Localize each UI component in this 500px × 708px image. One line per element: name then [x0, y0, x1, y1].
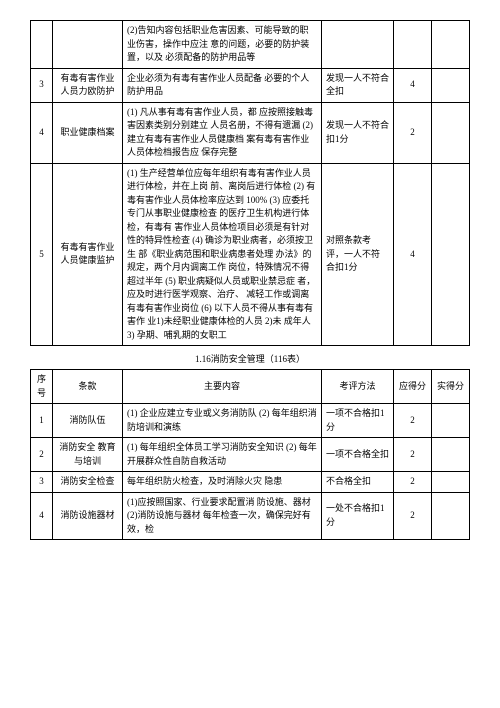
cell-item: 有毒有害作业人员力欧防护	[53, 68, 123, 102]
cell-idx: 1	[31, 404, 53, 438]
cell-score2	[432, 21, 470, 69]
cell-score1: 4	[394, 68, 432, 102]
cell-score1: 2	[394, 102, 432, 163]
cell-content: 每年组织防火检查，及时消除火灾 隐患	[123, 472, 322, 493]
cell-idx: 5	[31, 163, 53, 346]
table-row: 2 消防安全 教育与培训 (1) 每年组织全体员工学习消防安全知识 (2) 每年…	[31, 438, 470, 472]
header-item: 条款	[53, 370, 123, 404]
table-occupational-health: (2)告知内容包括职业危害因素、可能导致的职业伤害，操作中应注 意的问题，必要的…	[30, 20, 470, 346]
cell-score2	[432, 102, 470, 163]
table1-body: (2)告知内容包括职业危害因素、可能导致的职业伤害，操作中应注 意的问题，必要的…	[31, 21, 470, 346]
table-header-row: 序号 条款 主要内容 考评方法 应得分 实得分	[31, 370, 470, 404]
cell-item: 消防安全检查	[53, 472, 123, 493]
cell-item: 消防安全 教育与培训	[53, 438, 123, 472]
cell-method: 不合格全扣	[322, 472, 394, 493]
cell-score2	[432, 163, 470, 346]
cell-score1: 2	[394, 438, 432, 472]
cell-idx: 3	[31, 68, 53, 102]
cell-idx	[31, 21, 53, 69]
cell-method	[322, 21, 394, 69]
header-idx: 序号	[31, 370, 53, 404]
cell-score1	[394, 21, 432, 69]
cell-idx: 4	[31, 102, 53, 163]
cell-content: (1)应按照国家、行业要求配置消 防设施、器材(2)消防设施与器材 每年检查一次…	[123, 492, 322, 540]
cell-content: (2)告知内容包括职业危害因素、可能导致的职业伤害，操作中应注 意的问题，必要的…	[123, 21, 322, 69]
cell-content: (1) 生产经营单位应每年组织有毒有害作业人员进行体检，并在上岗 前、离岗后进行…	[123, 163, 322, 346]
cell-score1: 4	[394, 163, 432, 346]
cell-item: 职业健康档案	[53, 102, 123, 163]
cell-content: 企业必须为有毒有害作业人员配备 必要的个人防护用品	[123, 68, 322, 102]
cell-content: (1) 凡从事有毒有害作业人员，都 应按照接触毒害因素类别分别建立 人员名册，不…	[123, 102, 322, 163]
cell-method: 一处不合格扣1分	[322, 492, 394, 540]
cell-idx: 3	[31, 472, 53, 493]
cell-item: 有毒有害作业人员健康监护	[53, 163, 123, 346]
table-row: 4 职业健康档案 (1) 凡从事有毒有害作业人员，都 应按照接触毒害因素类别分别…	[31, 102, 470, 163]
cell-method: 发现一人不符合扣1分	[322, 102, 394, 163]
cell-score2	[432, 492, 470, 540]
header-score1: 应得分	[394, 370, 432, 404]
cell-idx: 4	[31, 492, 53, 540]
cell-score1: 2	[394, 404, 432, 438]
table-row: (2)告知内容包括职业危害因素、可能导致的职业伤害，操作中应注 意的问题，必要的…	[31, 21, 470, 69]
cell-score2	[432, 404, 470, 438]
cell-method: 一项不合格扣1分	[322, 404, 394, 438]
cell-item: 消防队伍	[53, 404, 123, 438]
cell-item: 消防设施器材	[53, 492, 123, 540]
header-score2: 实得分	[432, 370, 470, 404]
section-title: 1.16消防安全管理（116表）	[30, 352, 470, 365]
table-row: 1 消防队伍 (1) 企业应建立专业或义务消防队 (2) 每年组织消防培训和演练…	[31, 404, 470, 438]
table2-body: 1 消防队伍 (1) 企业应建立专业或义务消防队 (2) 每年组织消防培训和演练…	[31, 404, 470, 540]
table-fire-safety: 序号 条款 主要内容 考评方法 应得分 实得分 1 消防队伍 (1) 企业应建立…	[30, 369, 470, 540]
table-row: 5 有毒有害作业人员健康监护 (1) 生产经营单位应每年组织有毒有害作业人员进行…	[31, 163, 470, 346]
cell-score2	[432, 68, 470, 102]
cell-score2	[432, 438, 470, 472]
cell-method: 一项不合格全扣	[322, 438, 394, 472]
header-method: 考评方法	[322, 370, 394, 404]
cell-score1: 2	[394, 472, 432, 493]
cell-content: (1) 每年组织全体员工学习消防安全知识 (2) 每年开展群众性自防自救活动	[123, 438, 322, 472]
cell-method: 对照条款考 评，一人不符 合扣1分	[322, 163, 394, 346]
cell-item	[53, 21, 123, 69]
cell-method: 发现一人不符合全扣	[322, 68, 394, 102]
header-content: 主要内容	[123, 370, 322, 404]
cell-content: (1) 企业应建立专业或义务消防队 (2) 每年组织消防培训和演练	[123, 404, 322, 438]
cell-score2	[432, 472, 470, 493]
table-row: 3 有毒有害作业人员力欧防护 企业必须为有毒有害作业人员配备 必要的个人防护用品…	[31, 68, 470, 102]
table-row: 4 消防设施器材 (1)应按照国家、行业要求配置消 防设施、器材(2)消防设施与…	[31, 492, 470, 540]
table-row: 3 消防安全检查 每年组织防火检查，及时消除火灾 隐患 不合格全扣 2	[31, 472, 470, 493]
cell-score1: 2	[394, 492, 432, 540]
cell-idx: 2	[31, 438, 53, 472]
